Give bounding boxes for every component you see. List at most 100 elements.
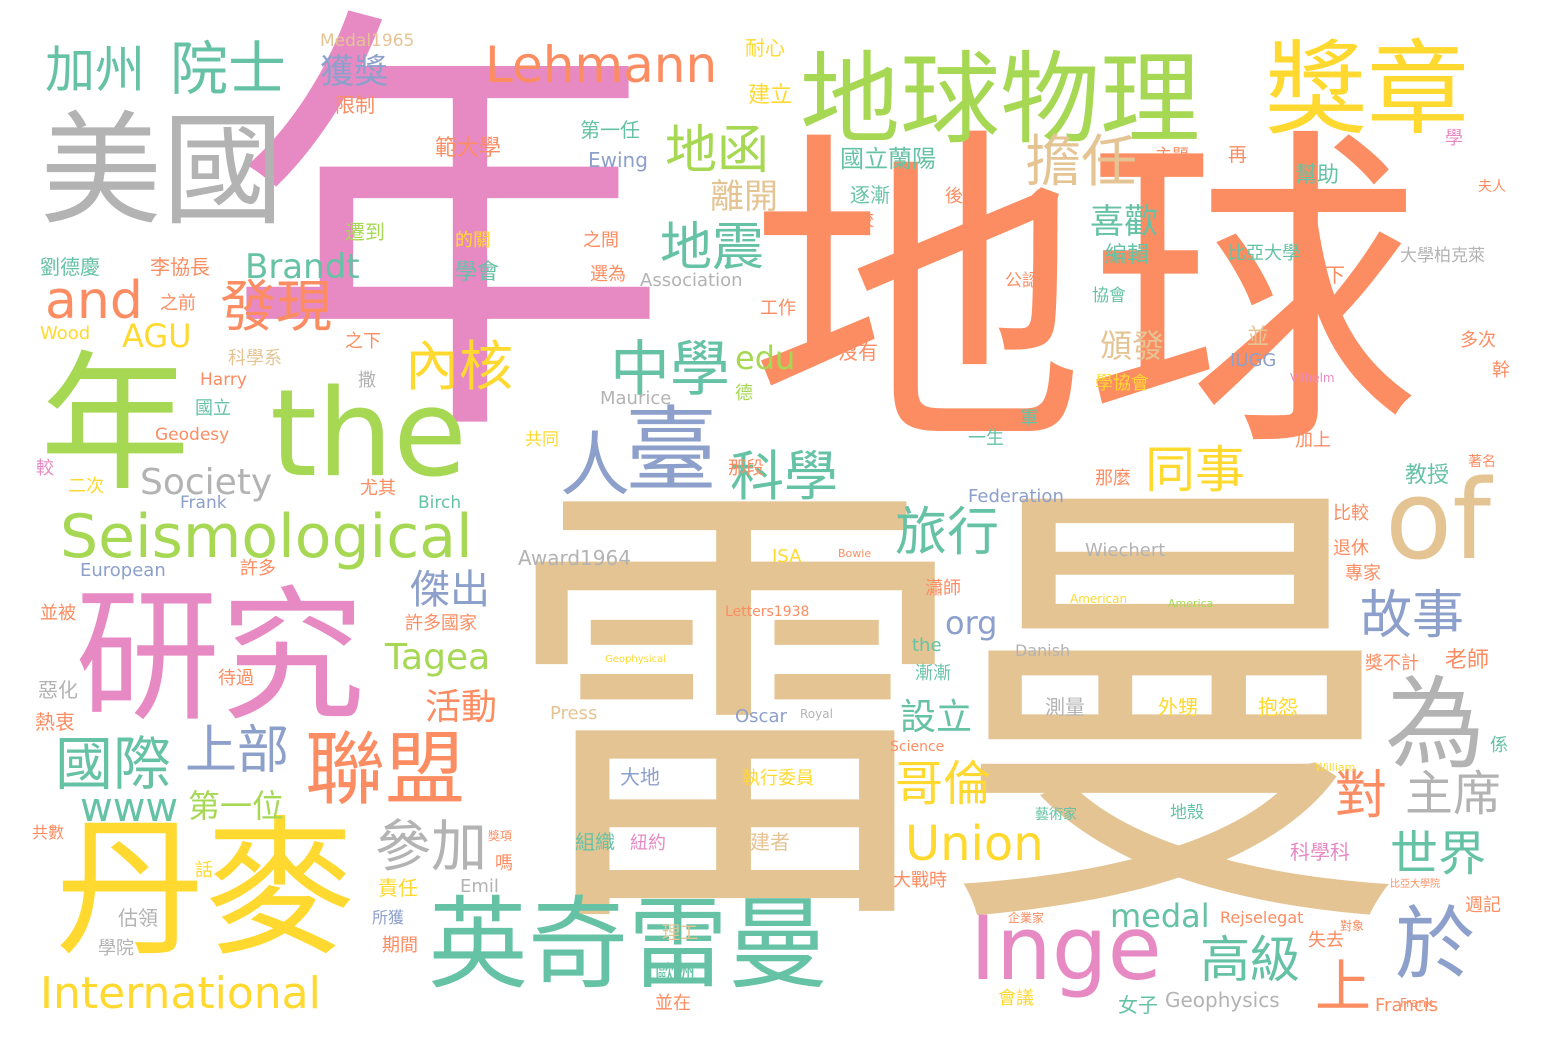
cloud-word: 範大學 xyxy=(435,136,502,161)
cloud-word: 之下 xyxy=(345,331,381,352)
cloud-word: Danish xyxy=(1015,641,1071,660)
cloud-word: 尤其 xyxy=(360,478,396,499)
cloud-word: 科學 xyxy=(730,445,838,508)
cloud-word: 比亞大學院 xyxy=(1390,879,1440,890)
cloud-word: 對象 xyxy=(1340,919,1365,933)
cloud-word: 建立 xyxy=(748,83,793,108)
cloud-word: IUGG xyxy=(1230,350,1277,371)
cloud-word: 雷曼 xyxy=(500,441,1410,988)
cloud-word: ISA xyxy=(772,546,802,567)
cloud-word: 臺 xyxy=(625,397,718,504)
cloud-word: Medal1965 xyxy=(320,31,415,51)
cloud-word: 夫人 xyxy=(1478,179,1506,195)
cloud-word: 獎章 xyxy=(1265,31,1469,150)
cloud-word: Press xyxy=(550,703,598,724)
cloud-word: 大地 xyxy=(620,765,660,789)
cloud-word: 地殼 xyxy=(1170,803,1204,823)
cloud-word: 紐約 xyxy=(630,833,666,854)
cloud-word: 一生 xyxy=(968,428,1004,449)
cloud-word: 大學柏克萊 xyxy=(1400,246,1485,266)
cloud-word: 學協會 xyxy=(1095,373,1149,394)
cloud-word: 創建者 xyxy=(730,830,790,854)
cloud-word: 並 xyxy=(1247,325,1270,350)
cloud-word: Science xyxy=(890,739,945,755)
cloud-word: 學 xyxy=(1445,128,1463,149)
cloud-word: 的關 xyxy=(455,230,491,251)
cloud-word: Association xyxy=(640,270,743,291)
cloud-word: Francis xyxy=(1375,995,1439,1016)
cloud-word: 國立 xyxy=(195,398,231,419)
cloud-word: 聯盟 xyxy=(305,723,465,816)
cloud-word: 著名 xyxy=(1468,454,1496,470)
cloud-word: 地球 xyxy=(750,102,1420,492)
cloud-word: 國立蘭陽 xyxy=(840,145,936,173)
cloud-word: European xyxy=(80,560,166,581)
cloud-word: 會議 xyxy=(998,988,1034,1009)
cloud-word: Wiechert xyxy=(1085,540,1166,561)
cloud-word: 同事 xyxy=(1145,441,1245,499)
cloud-word: Geophysical xyxy=(605,654,667,665)
cloud-word: International xyxy=(40,968,321,1019)
cloud-word: 企業家 xyxy=(1008,911,1045,925)
cloud-word: Vilhelm xyxy=(1290,371,1335,385)
cloud-word: 主席 xyxy=(1405,766,1502,822)
cloud-word: 離開 xyxy=(710,177,778,217)
cloud-word: Birch xyxy=(418,493,462,513)
cloud-word: Letters1938 xyxy=(725,604,810,620)
cloud-word: 歐洲 xyxy=(655,960,695,984)
cloud-word: 專家 xyxy=(1345,563,1381,584)
cloud-word: 院士 xyxy=(170,35,287,103)
cloud-word: 後 xyxy=(945,186,963,207)
cloud-word: Tagea xyxy=(385,637,491,678)
cloud-word: 待過 xyxy=(218,668,254,689)
cloud-word: American xyxy=(1070,592,1128,606)
cloud-word: 第一位 xyxy=(188,787,285,825)
cloud-word: 教授 xyxy=(1405,463,1450,488)
cloud-word: Union xyxy=(905,816,1044,872)
cloud-word: 軍 xyxy=(1020,408,1038,429)
cloud-word: Society xyxy=(140,462,273,503)
cloud-word: 活動 xyxy=(425,687,498,728)
cloud-word: 故事 xyxy=(1360,586,1465,646)
cloud-word: 國際 xyxy=(55,730,172,798)
cloud-word: of xyxy=(1385,456,1492,584)
cloud-word: 獎項 xyxy=(488,829,513,843)
cloud-word: Emil xyxy=(460,876,499,897)
cloud-word: 之前 xyxy=(160,293,196,314)
cloud-word: 熱衷 xyxy=(35,710,75,734)
cloud-word: 那段 xyxy=(728,458,764,479)
cloud-word: 德 xyxy=(735,383,753,404)
cloud-word: 下 xyxy=(1325,263,1345,287)
cloud-word: Federation xyxy=(968,486,1064,507)
cloud-word: 獲獎 xyxy=(320,52,388,92)
cloud-word: 劉德慶 xyxy=(40,255,100,279)
cloud-word: 設立 xyxy=(900,697,973,738)
cloud-word: 抱怨 xyxy=(1258,695,1298,719)
cloud-word: 理工 xyxy=(662,923,698,944)
cloud-word: 惡化 xyxy=(38,678,78,702)
cloud-word: 比亞大學 xyxy=(1228,243,1300,264)
cloud-word: 責任 xyxy=(378,876,418,900)
cloud-word: 再 xyxy=(1228,144,1248,166)
cloud-word: 研究 xyxy=(75,573,365,742)
cloud-word: 逐漸 xyxy=(850,183,890,207)
cloud-word: 那麼 xyxy=(1095,468,1131,489)
cloud-word: Rejselegat xyxy=(1220,908,1304,927)
cloud-word: 失去 xyxy=(1308,930,1344,951)
cloud-word: 幹 xyxy=(1492,360,1510,381)
cloud-word: 為 xyxy=(1385,666,1485,783)
cloud-word: 地震 xyxy=(660,218,765,278)
cloud-word: Frank xyxy=(180,493,227,513)
cloud-word: 協會 xyxy=(1092,286,1126,306)
cloud-word: 外甥 xyxy=(1158,695,1198,719)
cloud-word: the xyxy=(270,365,467,504)
cloud-word: 加上 xyxy=(1295,430,1331,451)
cloud-word: 傑出 xyxy=(410,567,490,613)
cloud-word: America xyxy=(1168,597,1214,610)
cloud-word: 英奇雷曼 xyxy=(428,886,828,1003)
cloud-word: Geophysics xyxy=(1165,988,1280,1012)
cloud-word: 公認 xyxy=(1005,271,1039,291)
cloud-word: 耐心 xyxy=(745,36,785,60)
cloud-word: 第一任 xyxy=(580,118,640,142)
cloud-word: 上 xyxy=(1315,955,1371,1020)
